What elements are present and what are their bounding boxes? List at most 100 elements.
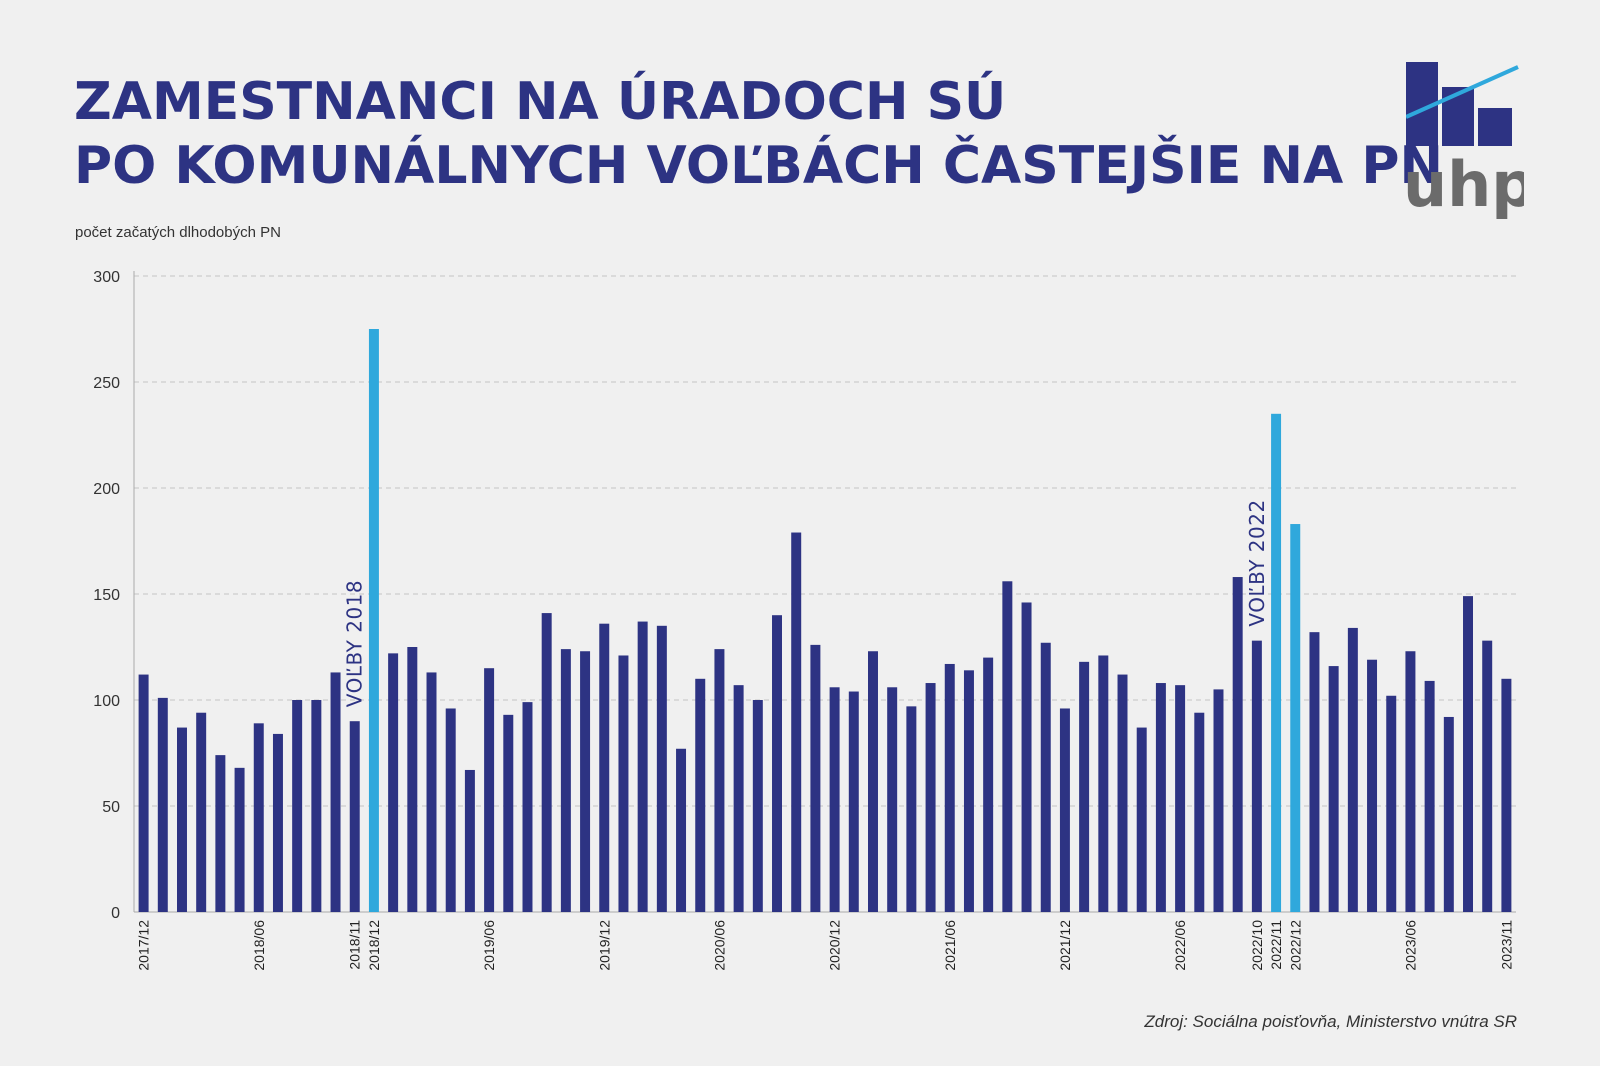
bar-highlighted [1290, 524, 1301, 912]
y-tick-label-100: 100 [93, 693, 120, 710]
bar [963, 670, 974, 912]
bar [772, 615, 782, 912]
bar [311, 700, 322, 912]
x-ticks: 2017/12 2018/06 2018/11 2018/12 2019/06 2019/… [136, 920, 1515, 971]
y-tick-label-250: 250 [93, 375, 120, 392]
bar [503, 714, 514, 912]
bar [157, 697, 168, 912]
bar [215, 755, 226, 912]
bar [1501, 678, 1512, 912]
bar [618, 655, 629, 912]
bar-highlighted [1271, 413, 1282, 912]
source-note: Zdroj: Sociálna poisťovňa, Ministerstvo … [1144, 1012, 1517, 1031]
bar [1251, 640, 1262, 912]
bar [752, 700, 763, 912]
bar [1002, 581, 1013, 912]
bar [330, 672, 341, 912]
bar [1117, 674, 1128, 912]
bar [349, 721, 360, 912]
bar [445, 708, 456, 912]
bar [848, 691, 859, 912]
y-tick-label-200: 200 [93, 481, 120, 498]
x-tick-label: 2021/06 [942, 920, 958, 971]
bar [1079, 661, 1090, 912]
logo-text: uhp [1406, 148, 1524, 221]
bar [426, 672, 437, 912]
bar [272, 733, 283, 912]
x-tick-label: 2022/06 [1172, 920, 1188, 971]
bar [1386, 695, 1397, 912]
x-tick-label: 2023/06 [1402, 920, 1418, 971]
bar [138, 674, 149, 912]
x-tick-label: 2017/12 [136, 920, 152, 971]
x-tick-label: 2018/06 [251, 920, 267, 971]
bar [522, 702, 533, 912]
y-tick-label-0: 0 [111, 905, 120, 922]
bar [177, 727, 187, 912]
x-tick-label: 2020/06 [711, 920, 727, 971]
x-tick-label: 2021/12 [1057, 920, 1073, 971]
bar [1040, 642, 1051, 912]
bar [253, 723, 264, 912]
bar [676, 748, 687, 912]
uhp-logo: uhp [1403, 62, 1536, 222]
x-tick-label: 2019/12 [596, 920, 612, 971]
title-line-2: PO KOMUNÁLNYCH VOĽBÁCH ČASTEJŠIE NA PN [74, 136, 1444, 196]
bar [1059, 708, 1070, 912]
bar [1463, 596, 1473, 912]
bar [1405, 651, 1416, 912]
bar [484, 668, 495, 912]
bar [1213, 689, 1224, 912]
y-tick-label-300: 300 [93, 269, 120, 286]
election-annotation-1: VOĽBY 2018 [343, 580, 367, 707]
axis-layer: 0 50 100 150 200 250 300 [93, 269, 1516, 922]
x-tick-label: 2020/12 [827, 920, 843, 971]
bar [1232, 577, 1243, 912]
bar [887, 687, 898, 912]
bar [925, 683, 936, 912]
bar [733, 685, 744, 912]
bar [983, 657, 994, 912]
bar [1194, 712, 1205, 912]
bar-highlighted [368, 329, 379, 912]
bar [1443, 716, 1454, 912]
bar [1098, 655, 1109, 912]
x-tick-label: 2022/10 [1249, 920, 1265, 971]
bar [944, 663, 955, 912]
bar [599, 623, 610, 912]
bar [1482, 640, 1493, 912]
bar [1347, 627, 1358, 912]
bar [407, 647, 418, 912]
bar [541, 613, 552, 912]
page-title: ZAMESTNANCI NA ÚRADOCH SÚ PO KOMUNÁLNYCH… [74, 70, 1443, 198]
bar [196, 712, 207, 912]
logo-trend-line [1405, 65, 1519, 119]
x-tick-label: 2018/12 [366, 920, 382, 971]
bar [1021, 602, 1032, 912]
election-annotation-2: VOĽBY 2022 [1245, 499, 1269, 626]
annotations: VOĽBY 2018 VOĽBY 2022 [343, 499, 1269, 707]
y-tick-label-50: 50 [102, 799, 120, 816]
grid-layer [134, 275, 1516, 807]
bar [1424, 680, 1435, 912]
x-tick-label: 2022/11 [1268, 920, 1284, 970]
bar [560, 649, 571, 912]
x-tick-label: 2019/06 [481, 920, 497, 971]
bar [1367, 659, 1378, 912]
bar [637, 621, 648, 912]
bar [1155, 683, 1166, 912]
title-line-1: ZAMESTNANCI NA ÚRADOCH SÚ [74, 72, 1007, 132]
bar [1309, 632, 1320, 912]
bar [829, 687, 840, 912]
x-tick-label: 2023/11 [1498, 920, 1514, 970]
bar [868, 651, 878, 912]
bar [695, 678, 706, 912]
bar [292, 700, 303, 912]
bar [1175, 685, 1186, 912]
x-tick-label: 2022/12 [1287, 920, 1303, 971]
x-tick-label: 2018/11 [347, 920, 363, 970]
bar [234, 767, 245, 912]
uhp-logo-icon: uhp [1403, 62, 1536, 221]
bar [580, 651, 591, 912]
